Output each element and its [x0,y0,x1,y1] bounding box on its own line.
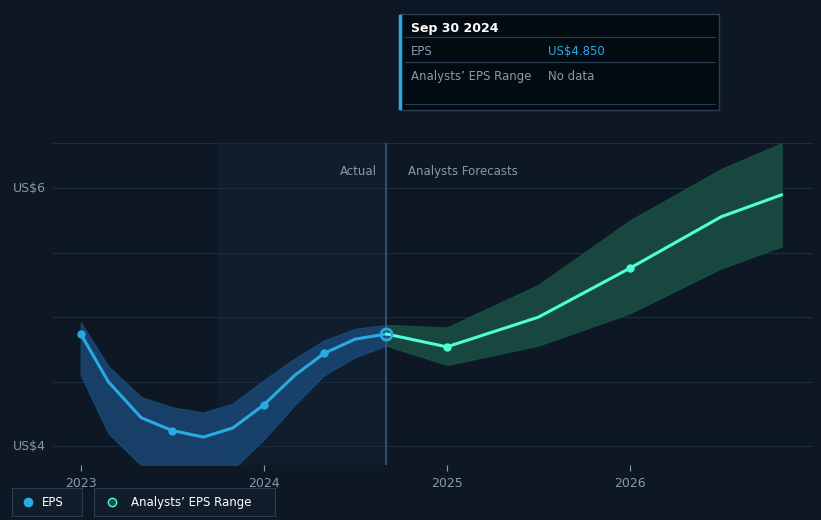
Bar [401,14,719,110]
Text: Analysts’ EPS Range: Analysts’ EPS Range [411,70,532,83]
Text: Sep 30 2024: Sep 30 2024 [411,22,499,35]
Text: EPS: EPS [42,496,63,509]
Text: Actual: Actual [340,165,378,178]
Bar [218,143,387,465]
Text: No data: No data [548,70,594,83]
Text: US$4.850: US$4.850 [548,45,605,58]
Text: US$4: US$4 [13,439,46,452]
Text: Analysts’ EPS Range: Analysts’ EPS Range [131,496,251,509]
Text: EPS: EPS [411,45,433,58]
Text: Analysts Forecasts: Analysts Forecasts [408,165,518,178]
Text: US$6: US$6 [13,182,46,195]
